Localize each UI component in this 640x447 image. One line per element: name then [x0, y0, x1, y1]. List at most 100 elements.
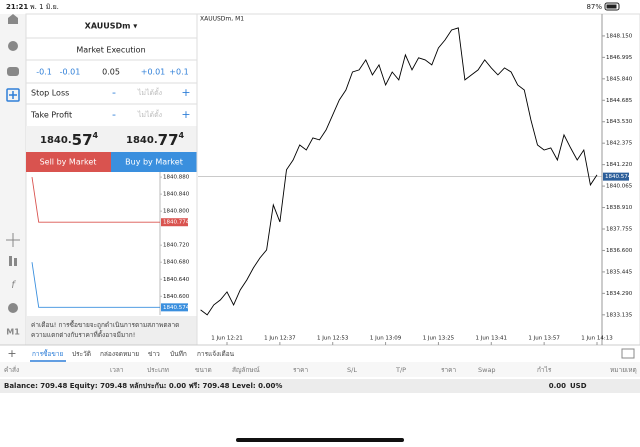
timeframe[interactable]: M1	[6, 328, 20, 337]
column-header: สัญลักษณ์	[232, 366, 260, 374]
x-tick-label: 1 Jun 13:09	[370, 336, 402, 342]
y-tick-label: 1840.840	[163, 192, 190, 198]
price-line	[31, 262, 160, 308]
x-tick-label: 1 Jun 12:21	[211, 336, 242, 342]
price-tag-label: 1840.774	[163, 220, 190, 226]
buy-button[interactable]	[111, 152, 197, 172]
warning-box	[26, 316, 197, 345]
take-profit-plus[interactable]: +	[181, 108, 190, 121]
balance-row	[0, 379, 640, 393]
execution-mode[interactable]: Market Execution	[76, 46, 145, 55]
ask-price: 1840.774	[126, 131, 185, 149]
bid-price: 1840.574	[40, 131, 99, 149]
y-tick-label: 1841.220	[606, 162, 633, 168]
warning-text: ค่าเตือน! การซื้อขายจะถูกดำเนินการตามสภา…	[31, 320, 179, 329]
chart-area	[196, 13, 640, 346]
volume-step[interactable]: +0.01	[141, 68, 166, 77]
column-header: ประเภท	[147, 366, 169, 374]
tab[interactable]: การซื้อขาย	[32, 349, 63, 358]
column-header: Swap	[478, 366, 496, 374]
y-tick-label: 1835.445	[606, 269, 633, 275]
tab[interactable]: การแจ้งเตือน	[197, 350, 235, 358]
balance-text: Balance: 709.48 Equity: 709.48 หลักประกั…	[4, 382, 282, 390]
y-tick-label: 1840.065	[606, 184, 633, 190]
quotes-icon[interactable]	[8, 14, 18, 24]
price-box	[26, 126, 197, 152]
y-tick-label: 1840.680	[163, 260, 190, 266]
tab-bar: การซื้อขาย ประวัติ กล่องจดหมาย ข่าว บันทึก กา…	[30, 349, 235, 362]
currency: USD	[570, 382, 587, 390]
column-header: ราคา	[293, 366, 308, 374]
column-header: เวลา	[110, 366, 124, 374]
sell-button[interactable]	[26, 152, 111, 172]
tab[interactable]: ประวัติ	[72, 350, 91, 358]
battery-icon	[604, 2, 620, 11]
y-tick-label: 1838.910	[606, 205, 633, 211]
new-order-plus	[9, 91, 17, 99]
y-tick-label: 1845.840	[606, 76, 633, 82]
x-tick-label: 1 Jun 12:53	[317, 336, 349, 342]
y-tick-label: 1848.150	[606, 33, 633, 39]
column-header: หมายเหตุ	[610, 366, 637, 374]
x-tick-label: 1 Jun 13:41	[476, 336, 507, 342]
order-panel	[25, 13, 198, 346]
bid-big: 57	[72, 131, 93, 149]
take-profit-value[interactable]: ไม่ได้ตั้ง	[137, 108, 162, 119]
candle-icon[interactable]	[14, 258, 17, 266]
battery-fill	[606, 4, 617, 9]
warning-text: ความแตกต่างกับราคาที่ตั้งอาจมีมาก!	[31, 330, 135, 339]
stop-loss-minus[interactable]: -	[112, 86, 116, 99]
bid-sup: 4	[93, 131, 99, 140]
x-tick-label: 1 Jun 13:25	[423, 336, 455, 342]
candle-icon[interactable]	[9, 256, 12, 266]
take-profit-label: Take Profit	[30, 111, 72, 120]
buy-button-label[interactable]: Buy by Market	[125, 158, 183, 167]
x-tick-label: 1 Jun 14:13	[581, 336, 613, 342]
y-tick-label: 1840.800	[163, 209, 190, 215]
y-tick-label: 1833.135	[606, 312, 633, 318]
battery-level: 87%	[586, 3, 602, 11]
crosshair-icon[interactable]	[6, 233, 20, 247]
volume-step[interactable]: -0.01	[60, 68, 81, 77]
status-date: พ. 1 มิ.ย.	[30, 3, 59, 11]
chat-icon[interactable]	[7, 67, 19, 76]
price-tag	[161, 218, 188, 227]
layout-icon[interactable]	[621, 348, 635, 359]
volume-step[interactable]: -0.1	[36, 68, 52, 77]
add-button[interactable]: +	[7, 347, 16, 360]
stop-loss-plus[interactable]: +	[181, 86, 190, 99]
objects-icon[interactable]	[8, 303, 18, 313]
symbol-selector[interactable]: XAUUSDm ▾	[85, 22, 138, 31]
ask-big: 77	[158, 131, 179, 149]
column-header: ขนาด	[195, 366, 212, 374]
take-profit-minus[interactable]: -	[112, 108, 116, 121]
status-time: 21:21	[6, 3, 28, 11]
y-tick-label: 1840.720	[163, 243, 190, 249]
y-tick-label: 1840.600	[163, 294, 190, 300]
x-tick-label: 1 Jun 13:57	[528, 336, 560, 342]
toolbar	[0, 14, 26, 345]
column-header: ราคา	[441, 366, 456, 374]
y-tick-label: 1840.640	[163, 277, 190, 283]
columns: คำสั่ง เวลา ประเภท ขนาด สัญลักษณ์ ราคา S/L T/P ร…	[4, 365, 637, 374]
tab[interactable]: บันทึก	[170, 350, 187, 358]
volume-step[interactable]: +0.1	[169, 68, 188, 77]
new-order-icon[interactable]	[6, 88, 20, 102]
trade-icon[interactable]	[8, 41, 18, 51]
stop-loss-value[interactable]: ไม่ได้ตั้ง	[137, 86, 162, 97]
toolbar-icons: f	[6, 14, 20, 313]
stop-loss-label: Stop Loss	[31, 89, 69, 98]
table-header	[0, 362, 640, 377]
last-price-box	[603, 172, 629, 181]
tab[interactable]: ข่าว	[148, 350, 160, 358]
y-tick-label: 1846.995	[606, 55, 633, 61]
y-tick-label: 1837.755	[606, 227, 633, 233]
tab[interactable]: กล่องจดหมาย	[100, 350, 139, 358]
indicator-icon[interactable]: f	[11, 280, 16, 291]
ask-main: 1840.	[126, 135, 158, 146]
volume-value[interactable]: 0.05	[102, 68, 120, 77]
sell-button-label[interactable]: Sell by Market	[40, 158, 97, 167]
home-indicator	[236, 438, 404, 442]
y-tick-label: 1840.880	[163, 175, 190, 181]
